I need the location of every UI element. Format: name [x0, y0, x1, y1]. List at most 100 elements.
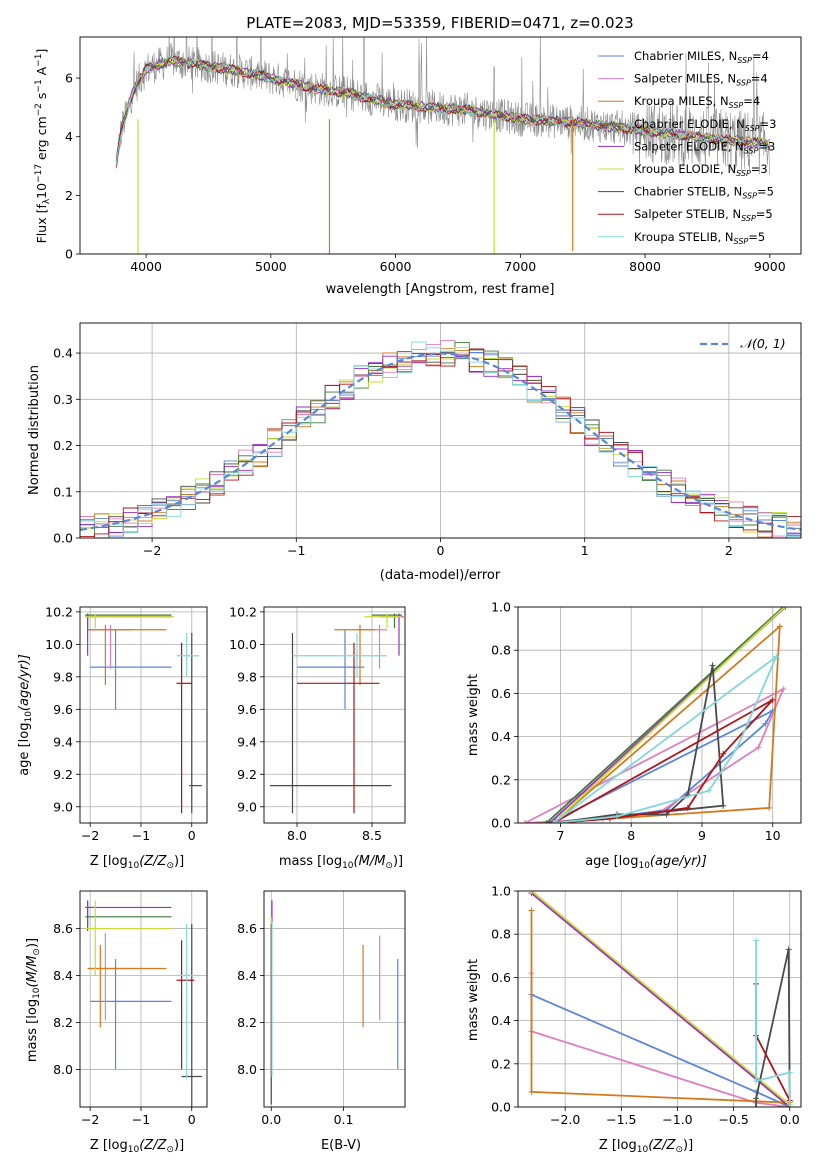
age-vs-metallicity-plot: −2 −1 0 9.0 9.2 9.4 9.6 9.8 10.0 10.2: [45, 604, 208, 843]
ageZ-ylabel: age [log10(age/yr)]: [17, 654, 34, 776]
series-kroupa_stelib: [552, 653, 779, 823]
x-tick-label: −1: [132, 828, 150, 843]
y-tick-label: 2: [65, 188, 73, 203]
marker-kroupa_stelib: [786, 1069, 793, 1076]
y-tick-label: 0.6: [491, 686, 511, 701]
x-tick-label: 8.0: [287, 828, 307, 843]
mwZ-ylabel: mass weight: [466, 959, 481, 1041]
x-tick-label: 0: [437, 543, 445, 558]
marker-chabrier_elodie: [543, 820, 550, 823]
y-tick-label: 10.0: [45, 637, 73, 652]
mass-weight-vs-metallicity-plot: −2.0 −1.5 −1.0 −0.5 0.0 0.0 0.2 0.4 0.6 0.8 1.0: [491, 884, 802, 1127]
axes-frame: [263, 890, 406, 1108]
marker-kroupa_elodie: [781, 607, 788, 610]
histogram-salpeter_stelib: [80, 348, 801, 538]
axes-frame: [79, 606, 208, 824]
y-tick-label: 0.0: [53, 531, 73, 546]
legend-label-chabrier_miles: Chabrier MILES, NSSP=4: [634, 49, 769, 65]
gaussian-reference-line: [80, 352, 801, 531]
y-tick-label: 9.8: [237, 669, 257, 684]
y-tick-label: 0.3: [53, 392, 73, 407]
marker-chabrier_stelib: [753, 1104, 760, 1107]
marker-salpeter_miles: [755, 744, 762, 751]
y-tick-label: 0.8: [491, 643, 511, 658]
x-tick-label: 9000: [754, 259, 786, 274]
x-tick-label: −1: [287, 543, 305, 558]
x-tick-label: 0.0: [261, 1112, 281, 1127]
y-tick-label: 10.0: [229, 637, 257, 652]
series-kroupa_elodie: [552, 607, 786, 823]
x-tick-label: −1.0: [662, 1112, 692, 1127]
y-tick-label: 10.2: [45, 604, 73, 619]
marker-salpeter_elodie: [546, 820, 553, 823]
x-tick-label: 4000: [130, 259, 162, 274]
marker-kroupa_stelib: [734, 744, 741, 751]
y-tick-label: 0.6: [491, 970, 511, 985]
gaussian-legend-label: 𝒩(0, 1): [740, 336, 786, 351]
x-tick-label: 0.1: [334, 1112, 354, 1127]
age-vs-mass-plot: 8.0 8.5 9.0 9.2 9.4 9.6 9.8 10.0 10.2: [229, 604, 406, 843]
axes-frame: [79, 36, 802, 255]
y-tick-label: 9.6: [237, 702, 257, 717]
legend-label-salpeter_miles: Salpeter MILES, NSSP=4: [634, 72, 768, 88]
legend-label-kroupa_elodie: Kroupa ELODIE, NSSP=3: [634, 162, 768, 178]
x-tick-label: 6000: [380, 259, 412, 274]
marker-salpeter_miles: [780, 686, 787, 693]
mwAge-xlabel: age [log10(age/yr)]: [585, 854, 707, 871]
ageM-xlabel: mass [log10(M/M⊙)]: [279, 854, 403, 871]
y-tick-label: 8.2: [53, 1015, 73, 1030]
y-tick-label: 0.1: [53, 484, 73, 499]
y-tick-label: 1.0: [491, 884, 511, 899]
x-tick-label: 7: [556, 828, 564, 843]
series-salpeter_stelib: [552, 699, 774, 823]
marker-salpeter_stelib: [769, 696, 776, 703]
mass-vs-metallicity-plot: −2 −1 0 8.0 8.2 8.4 8.6: [53, 890, 208, 1127]
y-tick-label: 9.4: [53, 734, 73, 749]
y-tick-label: 9.6: [53, 702, 73, 717]
spectrum-xlabel: wavelength [Angstrom, rest frame]: [326, 282, 555, 297]
y-tick-label: 10.2: [229, 604, 257, 619]
x-tick-label: −1: [132, 1112, 150, 1127]
marker-kroupa_miles: [528, 907, 535, 914]
legend-label-salpeter_stelib: Salpeter STELIB, NSSP=5: [634, 207, 773, 223]
x-tick-label: −1.5: [606, 1112, 636, 1127]
marker-kroupa_miles: [528, 1088, 535, 1095]
y-tick-label: 9.8: [53, 669, 73, 684]
marker-chabrier_stelib: [663, 811, 670, 818]
y-tick-label: 8.6: [237, 921, 257, 936]
massZ-xlabel: Z [log10(Z/Z⊙)]: [90, 1138, 184, 1155]
y-tick-label: 0.2: [53, 438, 73, 453]
y-tick-label: 8.2: [237, 1015, 257, 1030]
marker-kroupa_stelib: [550, 820, 557, 823]
marker-chabrier_stelib: [709, 662, 716, 669]
y-tick-label: 4: [65, 129, 73, 144]
y-tick-label: 1.0: [491, 600, 511, 615]
mass-weight-vs-age-plot: 7 8 9 10 0.0 0.2 0.4 0.6 0.8 1.0: [491, 600, 802, 843]
y-tick-label: 8.6: [53, 921, 73, 936]
x-tick-label: −2: [81, 828, 99, 843]
series-kroupa_elodie: [530, 891, 791, 1106]
marker-kroupa_stelib: [614, 813, 621, 820]
x-tick-label: 7000: [504, 259, 536, 274]
spectrum-title: PLATE=2083, MJD=53359, FIBERID=0471, z=0…: [246, 14, 633, 32]
axes-frame: [263, 606, 406, 824]
x-tick-label: 10: [765, 828, 781, 843]
histogram-kroupa_stelib: [80, 341, 801, 537]
series-kroupa_stelib: [755, 940, 791, 1107]
marker-chabrier_stelib: [785, 946, 792, 953]
y-tick-label: 0.8: [491, 927, 511, 942]
model-spectrum-salpeter_stelib: [115, 55, 771, 162]
y-tick-label: 0.0: [491, 816, 511, 831]
y-tick-label: 0.2: [491, 772, 511, 787]
marker-salpeter_stelib: [684, 804, 691, 811]
y-tick-label: 0.4: [491, 729, 511, 744]
marker-salpeter_stelib: [720, 750, 727, 757]
model-spectrum-chabrier_stelib: [115, 55, 771, 160]
legend-label-kroupa_stelib: Kroupa STELIB, NSSP=5: [634, 230, 765, 246]
model-spectrum-kroupa_elodie: [115, 56, 771, 165]
massZ-ylabel: mass [log10(M/M⊙)]: [25, 938, 42, 1062]
x-tick-label: 9: [698, 828, 706, 843]
y-tick-label: 8.4: [237, 968, 257, 983]
residual-histogram: −2 −1 0 1 2 0.0 0.1 0.2 0.3 0.4 𝒩(0, 1): [53, 322, 802, 558]
